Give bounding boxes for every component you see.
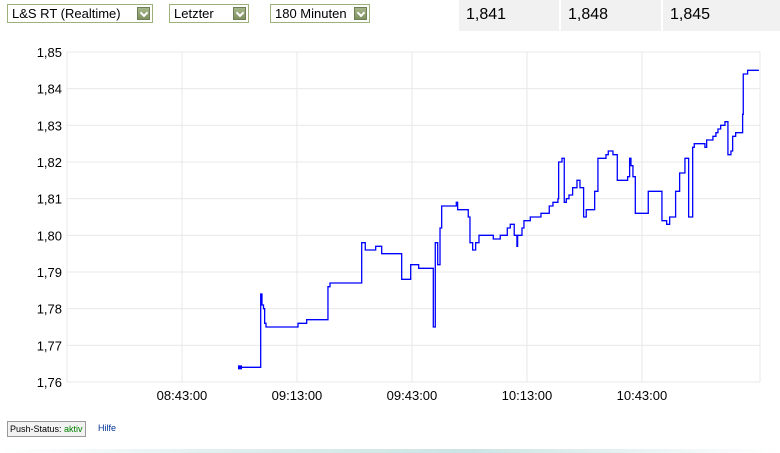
y-tick-label: 1,82 (37, 155, 62, 170)
x-tick-label: 10:13:00 (502, 388, 553, 403)
y-tick-label: 1,84 (37, 82, 62, 97)
divider (0, 449, 780, 453)
quote-value-1: 1,841 (459, 0, 559, 31)
y-tick-label: 1,76 (37, 375, 62, 390)
chevron-down-icon[interactable] (137, 7, 150, 20)
push-status-value: aktiv (64, 424, 83, 434)
quote-value-3: 1,845 (663, 0, 780, 31)
period-select-value: 180 Minuten (275, 6, 347, 21)
x-tick-label: 10:43:00 (617, 388, 668, 403)
help-link[interactable]: Hilfe (98, 423, 117, 433)
x-tick-label: 08:43:00 (157, 388, 208, 403)
y-tick-label: 1,83 (37, 118, 62, 133)
y-tick-label: 1,81 (37, 192, 62, 207)
push-status-badge: Push-Status: aktiv (7, 421, 86, 437)
y-tick-label: 1,85 (37, 45, 62, 60)
y-tick-label: 1,79 (37, 265, 62, 280)
chevron-down-icon[interactable] (354, 7, 367, 20)
y-tick-label: 1,77 (37, 338, 62, 353)
price-type-select-value: Letzter (174, 6, 214, 21)
exchange-select[interactable]: L&S RT (Realtime) (7, 4, 153, 23)
x-tick-label: 09:13:00 (272, 388, 323, 403)
x-tick-label: 09:43:00 (387, 388, 438, 403)
price-type-select[interactable]: Letzter (169, 4, 249, 23)
y-tick-label: 1,78 (37, 302, 62, 317)
period-select[interactable]: 180 Minuten (270, 4, 370, 23)
chevron-down-icon[interactable] (233, 7, 246, 20)
exchange-select-value: L&S RT (Realtime) (12, 6, 121, 21)
push-status-label: Push-Status: (10, 424, 62, 434)
y-tick-label: 1,80 (37, 228, 62, 243)
price-line (239, 69, 759, 368)
price-chart: 1,76 1,77 1,78 1,79 1,80 1,81 1,82 1,83 1,84 1,85… (37, 45, 761, 403)
quote-value-2: 1,848 (561, 0, 661, 31)
start-marker (237, 365, 242, 370)
